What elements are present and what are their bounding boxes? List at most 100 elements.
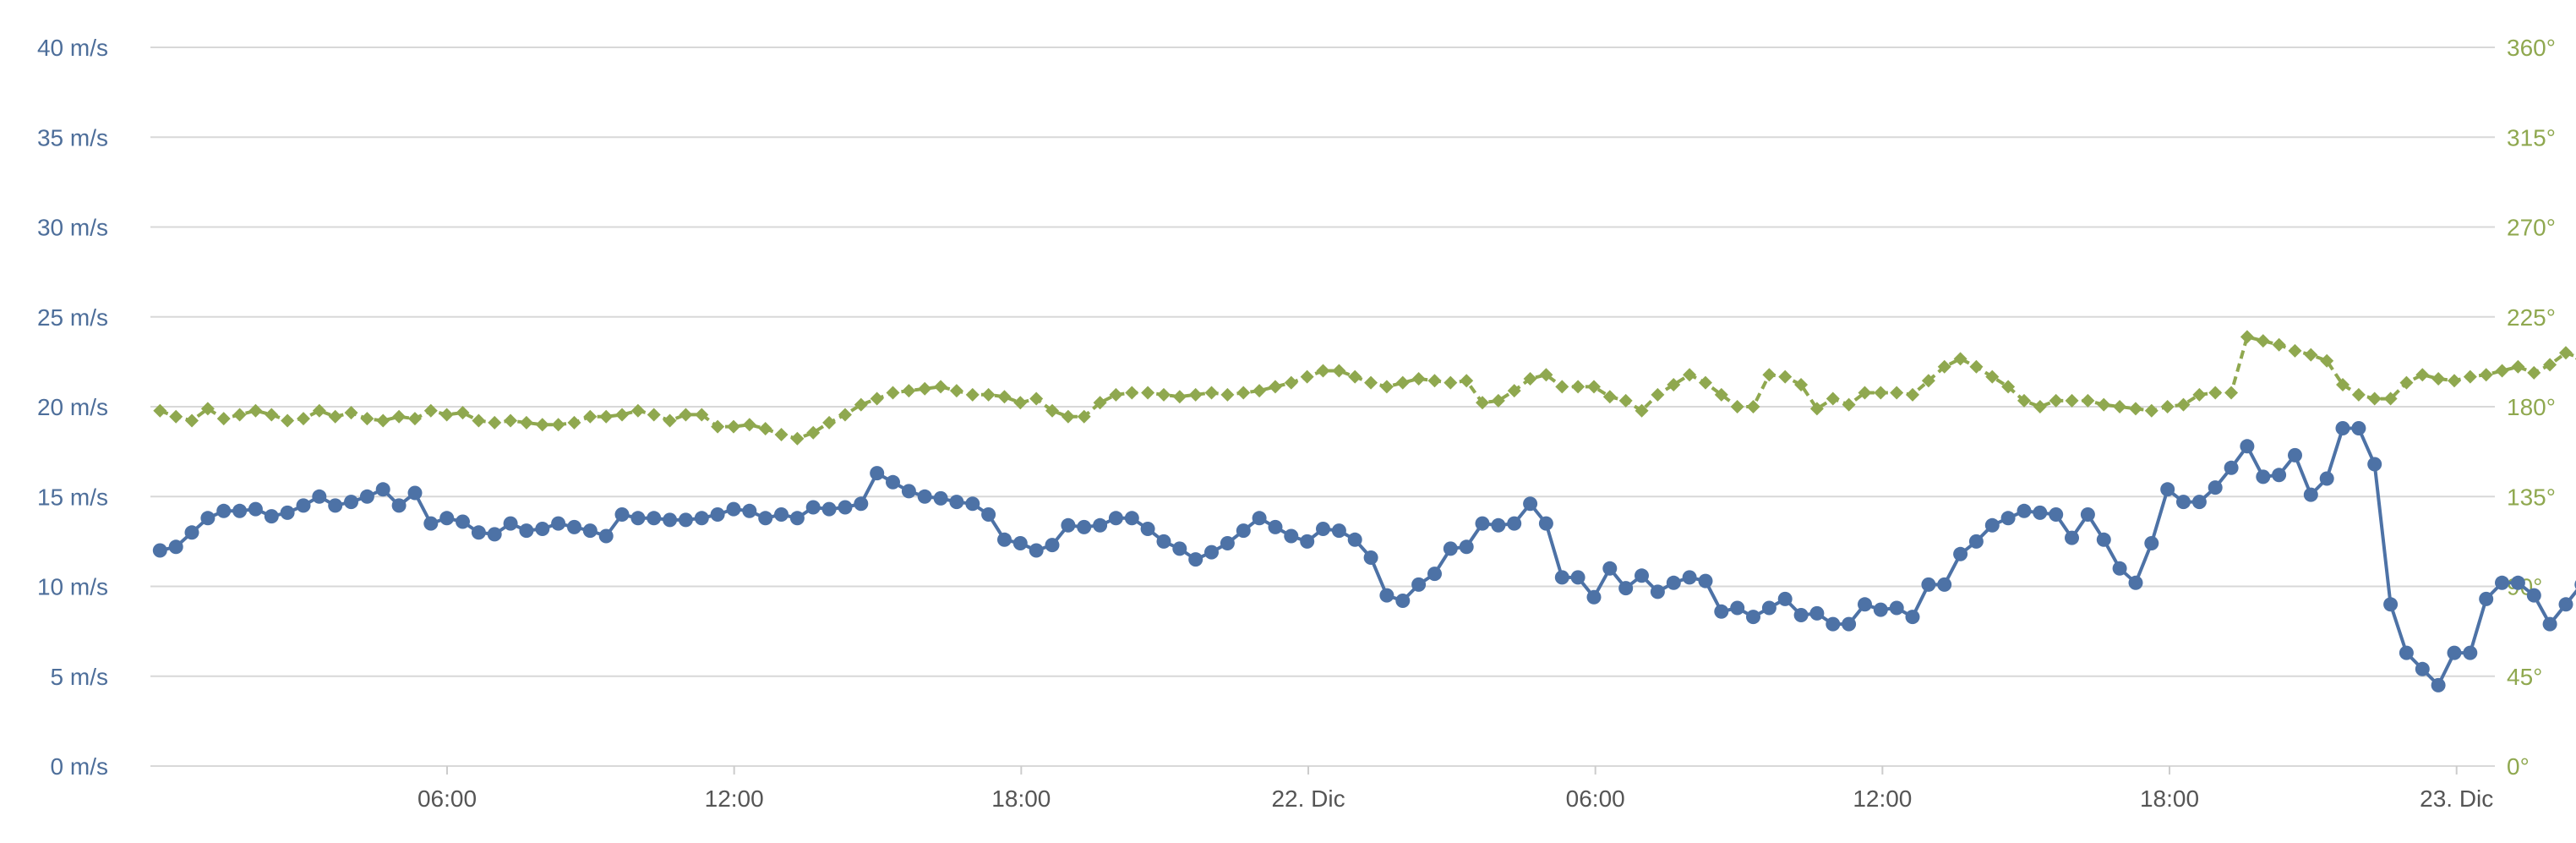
data-point (312, 489, 327, 504)
data-point (1172, 541, 1187, 556)
data-point (854, 397, 868, 412)
data-point (328, 409, 342, 424)
data-point (1204, 386, 1219, 400)
data-point (200, 402, 215, 416)
data-point (742, 503, 757, 518)
data-point (1906, 387, 1920, 402)
data-point (2272, 337, 2286, 352)
data-point (1236, 523, 1251, 539)
data-point (2495, 575, 2509, 590)
data-point (1347, 532, 1362, 547)
data-point (1635, 403, 1649, 418)
data-point (376, 413, 390, 428)
data-point (2510, 575, 2525, 590)
data-point (1858, 386, 1872, 400)
data-point (1156, 387, 1171, 402)
data-point (423, 403, 438, 418)
data-point (1093, 517, 1108, 533)
data-point (902, 384, 916, 398)
data-point (2192, 387, 2207, 402)
data-point (838, 500, 853, 515)
data-point (1842, 397, 1856, 412)
data-point (1220, 387, 1235, 402)
data-point (375, 482, 390, 497)
data-point (1045, 403, 1060, 418)
data-point (1826, 616, 1841, 632)
data-point (567, 519, 581, 534)
data-point (1538, 516, 1553, 531)
data-point (1523, 371, 1537, 386)
data-point (1093, 396, 1107, 410)
data-point (599, 409, 614, 424)
data-point (1427, 567, 1442, 582)
data-point (2526, 588, 2541, 603)
y-right-tick-label: 360° (2507, 35, 2556, 61)
speed-series (152, 421, 2576, 692)
data-point (1459, 539, 1474, 555)
data-point (2160, 482, 2175, 497)
data-point (886, 386, 900, 400)
data-point (1029, 543, 1044, 558)
data-point (758, 511, 773, 526)
data-point (264, 509, 279, 524)
data-point (1937, 577, 1952, 592)
data-point (392, 409, 407, 424)
data-point (2415, 661, 2430, 676)
data-point (2144, 403, 2158, 418)
data-point (2224, 460, 2239, 475)
data-point (265, 408, 279, 422)
y-left-tick-label: 25 m/s (37, 304, 108, 331)
data-point (758, 421, 772, 435)
data-point (1411, 371, 1426, 386)
data-point (519, 415, 533, 430)
data-point (2399, 375, 2414, 390)
data-point (2479, 591, 2494, 606)
data-point (1953, 352, 1967, 366)
data-point (2240, 439, 2255, 454)
data-point (1651, 387, 1665, 402)
data-point (2383, 391, 2398, 406)
data-point (614, 507, 630, 522)
x-tick-label: 06:00 (1566, 786, 1625, 812)
data-point (726, 419, 740, 434)
data-point (949, 495, 964, 510)
data-point (1253, 384, 1267, 398)
data-point (1523, 496, 1538, 512)
data-point (2336, 378, 2350, 392)
data-point (2415, 368, 2430, 382)
data-point (1618, 393, 1633, 408)
data-point (2160, 400, 2175, 413)
data-point (821, 501, 837, 517)
data-point (551, 418, 565, 432)
data-point (2431, 677, 2446, 692)
grid-lines (150, 47, 2495, 767)
data-point (535, 522, 550, 536)
data-point (312, 403, 326, 418)
data-point (1204, 545, 1219, 560)
data-point (216, 412, 231, 426)
data-point (2080, 507, 2095, 522)
data-point (1969, 359, 1984, 374)
data-point (1937, 359, 1951, 374)
data-point (2113, 400, 2127, 413)
data-point (439, 408, 454, 422)
data-point (1236, 386, 1251, 400)
data-point (2049, 393, 2063, 408)
data-point (1809, 605, 1825, 621)
data-point (2001, 380, 2016, 394)
data-point (1682, 570, 1697, 585)
data-point (981, 387, 996, 402)
y-right-tick-label: 180° (2507, 394, 2556, 420)
data-point (551, 516, 566, 531)
data-point (2240, 330, 2254, 344)
data-point (169, 409, 183, 424)
data-point (2351, 387, 2366, 402)
data-point (1284, 375, 1298, 390)
data-point (456, 514, 470, 529)
data-point (870, 391, 884, 406)
data-point (2511, 359, 2525, 374)
data-point (1826, 391, 1840, 406)
data-point (1332, 364, 1346, 378)
